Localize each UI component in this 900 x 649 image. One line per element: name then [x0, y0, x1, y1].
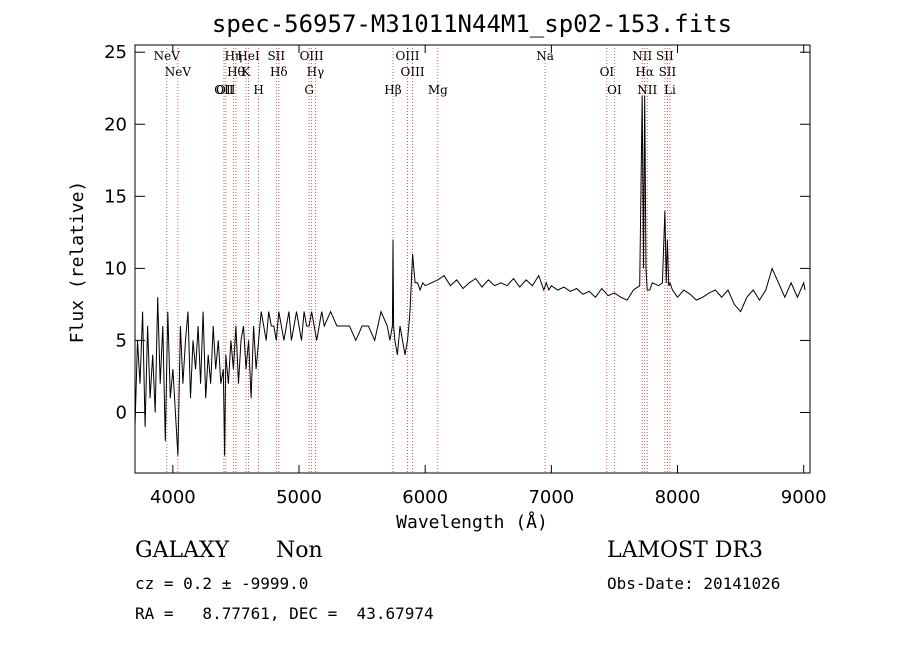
- line-label-oiii: OIII: [401, 65, 425, 79]
- line-label-sii: SII: [656, 49, 674, 63]
- line-label-li: Li: [664, 83, 676, 97]
- coordinates: RA = 8.77761, DEC = 43.67974: [135, 604, 434, 623]
- line-label-hθ: Hθ: [227, 65, 245, 79]
- line-label-nev: NeV: [154, 49, 181, 63]
- line-label-sii: SII: [659, 65, 677, 79]
- x-tick-label: 9000: [781, 487, 827, 508]
- x-tick-label: 7000: [528, 487, 574, 508]
- line-label-na: Na: [536, 49, 554, 63]
- object-subclass: Non: [276, 538, 323, 563]
- object-class: GALAXY: [135, 538, 230, 563]
- line-label-hη: Hη: [225, 49, 243, 63]
- line-label-oiii: OIII: [300, 49, 324, 63]
- line-label-mg: Mg: [428, 83, 448, 97]
- axis-ticks: 4000 5000 6000 7000 8000 9000 0 5 10 15 20 25: [104, 42, 827, 508]
- line-label-oi: OI: [600, 65, 615, 79]
- line-label-oi: OI: [607, 83, 622, 97]
- x-tick-label: 6000: [402, 487, 448, 508]
- line-label-nii: NII: [637, 83, 657, 97]
- line-label-hei: HeI: [237, 49, 260, 63]
- emission-line-markers: NeVNeVOIIHηHθOIIHeIKHSIIHδGOIIIHγHβOIIIO…: [154, 45, 677, 473]
- survey-name: LAMOST DR3: [607, 538, 763, 563]
- y-tick-label: 25: [104, 42, 127, 63]
- line-label-oiii: OIII: [395, 49, 419, 63]
- line-label-k: K: [242, 65, 252, 79]
- y-axis-label: Flux (relative): [67, 181, 88, 344]
- line-label-hβ: Hβ: [384, 83, 401, 97]
- line-label-oii: OII: [216, 83, 236, 97]
- x-axis-label: Wavelength (Å): [396, 511, 548, 533]
- line-label-hα: Hα: [635, 65, 654, 79]
- plot-frame: [134, 44, 811, 474]
- y-tick-label: 10: [104, 258, 127, 279]
- spectrum-line: [134, 95, 806, 456]
- x-tick-label: 4000: [150, 487, 196, 508]
- line-label-hδ: Hδ: [270, 65, 288, 79]
- chart-title: spec-56957-M31011N44M1_sp02-153.fits: [212, 10, 732, 38]
- x-tick-label: 5000: [276, 487, 322, 508]
- line-label-nev: NeV: [165, 65, 192, 79]
- line-label-sii: SII: [267, 49, 285, 63]
- line-label-hγ: Hγ: [307, 65, 325, 79]
- redshift-info: cz = 0.2 ± -9999.0: [135, 574, 309, 593]
- line-label-g: G: [304, 83, 314, 97]
- y-tick-label: 20: [104, 114, 127, 135]
- line-label-oii: OII: [214, 83, 234, 97]
- y-tick-label: 0: [116, 402, 127, 423]
- y-tick-label: 15: [104, 186, 127, 207]
- line-label-h: H: [253, 83, 263, 97]
- x-tick-label: 8000: [655, 487, 701, 508]
- y-tick-label: 5: [116, 330, 127, 351]
- obs-date: Obs-Date: 20141026: [607, 574, 781, 593]
- line-label-nii: NII: [632, 49, 652, 63]
